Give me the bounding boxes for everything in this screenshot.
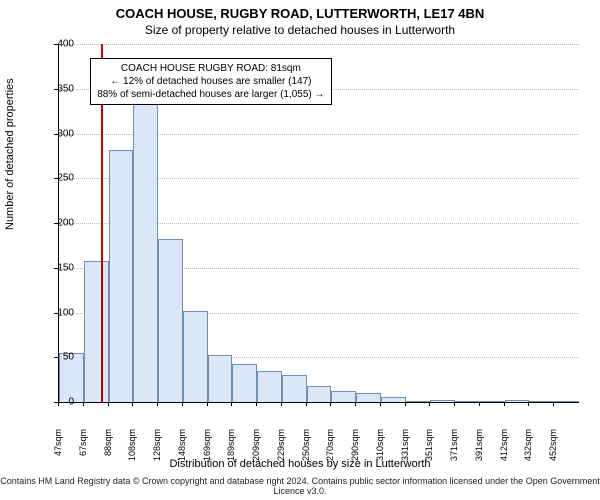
histogram-bar: [430, 400, 455, 402]
xtick: [454, 402, 455, 406]
annotation-line: 88% of semi-detached houses are larger (…: [97, 88, 324, 101]
xtick-label: 128sqm: [152, 429, 162, 469]
histogram-bar: [208, 355, 233, 402]
chart-container: COACH HOUSE, RUGBY ROAD, LUTTERWORTH, LE…: [0, 0, 600, 500]
xtick: [207, 402, 208, 406]
xtick: [330, 402, 331, 406]
xtick: [83, 402, 84, 406]
histogram-bar: [356, 393, 381, 402]
xtick: [281, 402, 282, 406]
ytick: [54, 313, 58, 314]
histogram-bar: [529, 401, 554, 402]
xtick: [256, 402, 257, 406]
xtick-label: 290sqm: [350, 429, 360, 469]
ytick: [54, 134, 58, 135]
xtick-label: 47sqm: [53, 429, 63, 469]
xtick: [405, 402, 406, 406]
histogram-bar: [158, 239, 183, 402]
y-axis-label: Number of detached properties: [4, 78, 16, 230]
xtick-label: 351sqm: [424, 429, 434, 469]
histogram-bar: [133, 102, 158, 402]
xtick: [306, 402, 307, 406]
xtick-label: 270sqm: [325, 429, 335, 469]
xtick-label: 371sqm: [449, 429, 459, 469]
annotation-line: ← 12% of detached houses are smaller (14…: [97, 75, 324, 88]
histogram-bar: [331, 391, 356, 402]
ytick-label: 300: [44, 128, 74, 139]
xtick-label: 108sqm: [127, 429, 137, 469]
x-axis-label: Distribution of detached houses by size …: [0, 458, 600, 470]
ytick: [54, 178, 58, 179]
histogram-bar: [183, 311, 208, 402]
xtick-label: 209sqm: [251, 429, 261, 469]
ytick-label: 400: [44, 39, 74, 50]
ytick: [54, 223, 58, 224]
ytick: [54, 268, 58, 269]
xtick-label: 412sqm: [499, 429, 509, 469]
xtick: [231, 402, 232, 406]
histogram-bar: [554, 401, 579, 402]
xtick: [108, 402, 109, 406]
xtick-label: 432sqm: [523, 429, 533, 469]
xtick: [157, 402, 158, 406]
attribution-text: Contains HM Land Registry data © Crown c…: [0, 476, 600, 496]
xtick: [380, 402, 381, 406]
ytick-label: 250: [44, 173, 74, 184]
ytick-label: 200: [44, 218, 74, 229]
annotation-box: COACH HOUSE RUGBY ROAD: 81sqm← 12% of de…: [90, 58, 331, 105]
xtick-label: 67sqm: [78, 429, 88, 469]
ytick-label: 350: [44, 83, 74, 94]
plot-area: COACH HOUSE RUGBY ROAD: 81sqm← 12% of de…: [58, 44, 579, 403]
histogram-bar: [257, 371, 282, 402]
xtick-label: 331sqm: [400, 429, 410, 469]
ytick-label: 100: [44, 307, 74, 318]
ytick: [54, 44, 58, 45]
xtick: [182, 402, 183, 406]
xtick-label: 452sqm: [548, 429, 558, 469]
histogram-bar: [505, 400, 530, 402]
histogram-bar: [455, 401, 480, 402]
xtick-label: 250sqm: [301, 429, 311, 469]
chart-subtitle: Size of property relative to detached ho…: [0, 21, 600, 37]
xtick-label: 310sqm: [375, 429, 385, 469]
gridline: [59, 44, 579, 45]
ytick-label: 150: [44, 262, 74, 273]
xtick-label: 148sqm: [177, 429, 187, 469]
xtick: [504, 402, 505, 406]
xtick-label: 391sqm: [474, 429, 484, 469]
xtick: [58, 402, 59, 406]
xtick: [429, 402, 430, 406]
chart-title: COACH HOUSE, RUGBY ROAD, LUTTERWORTH, LE…: [0, 0, 600, 21]
ytick-label: 50: [44, 352, 74, 363]
xtick: [479, 402, 480, 406]
annotation-line: COACH HOUSE RUGBY ROAD: 81sqm: [97, 62, 324, 75]
xtick-label: 88sqm: [103, 429, 113, 469]
histogram-bar: [480, 401, 505, 402]
xtick-label: 189sqm: [226, 429, 236, 469]
xtick: [355, 402, 356, 406]
histogram-bar: [232, 364, 257, 402]
histogram-bar: [84, 261, 109, 402]
xtick: [553, 402, 554, 406]
ytick: [54, 357, 58, 358]
xtick-label: 169sqm: [202, 429, 212, 469]
histogram-bar: [381, 397, 406, 402]
ytick-label: 0: [44, 397, 74, 408]
histogram-bar: [307, 386, 332, 402]
histogram-bar: [406, 401, 431, 402]
xtick: [528, 402, 529, 406]
histogram-bar: [282, 375, 307, 402]
ytick: [54, 89, 58, 90]
xtick: [132, 402, 133, 406]
xtick-label: 229sqm: [276, 429, 286, 469]
histogram-bar: [109, 150, 134, 402]
